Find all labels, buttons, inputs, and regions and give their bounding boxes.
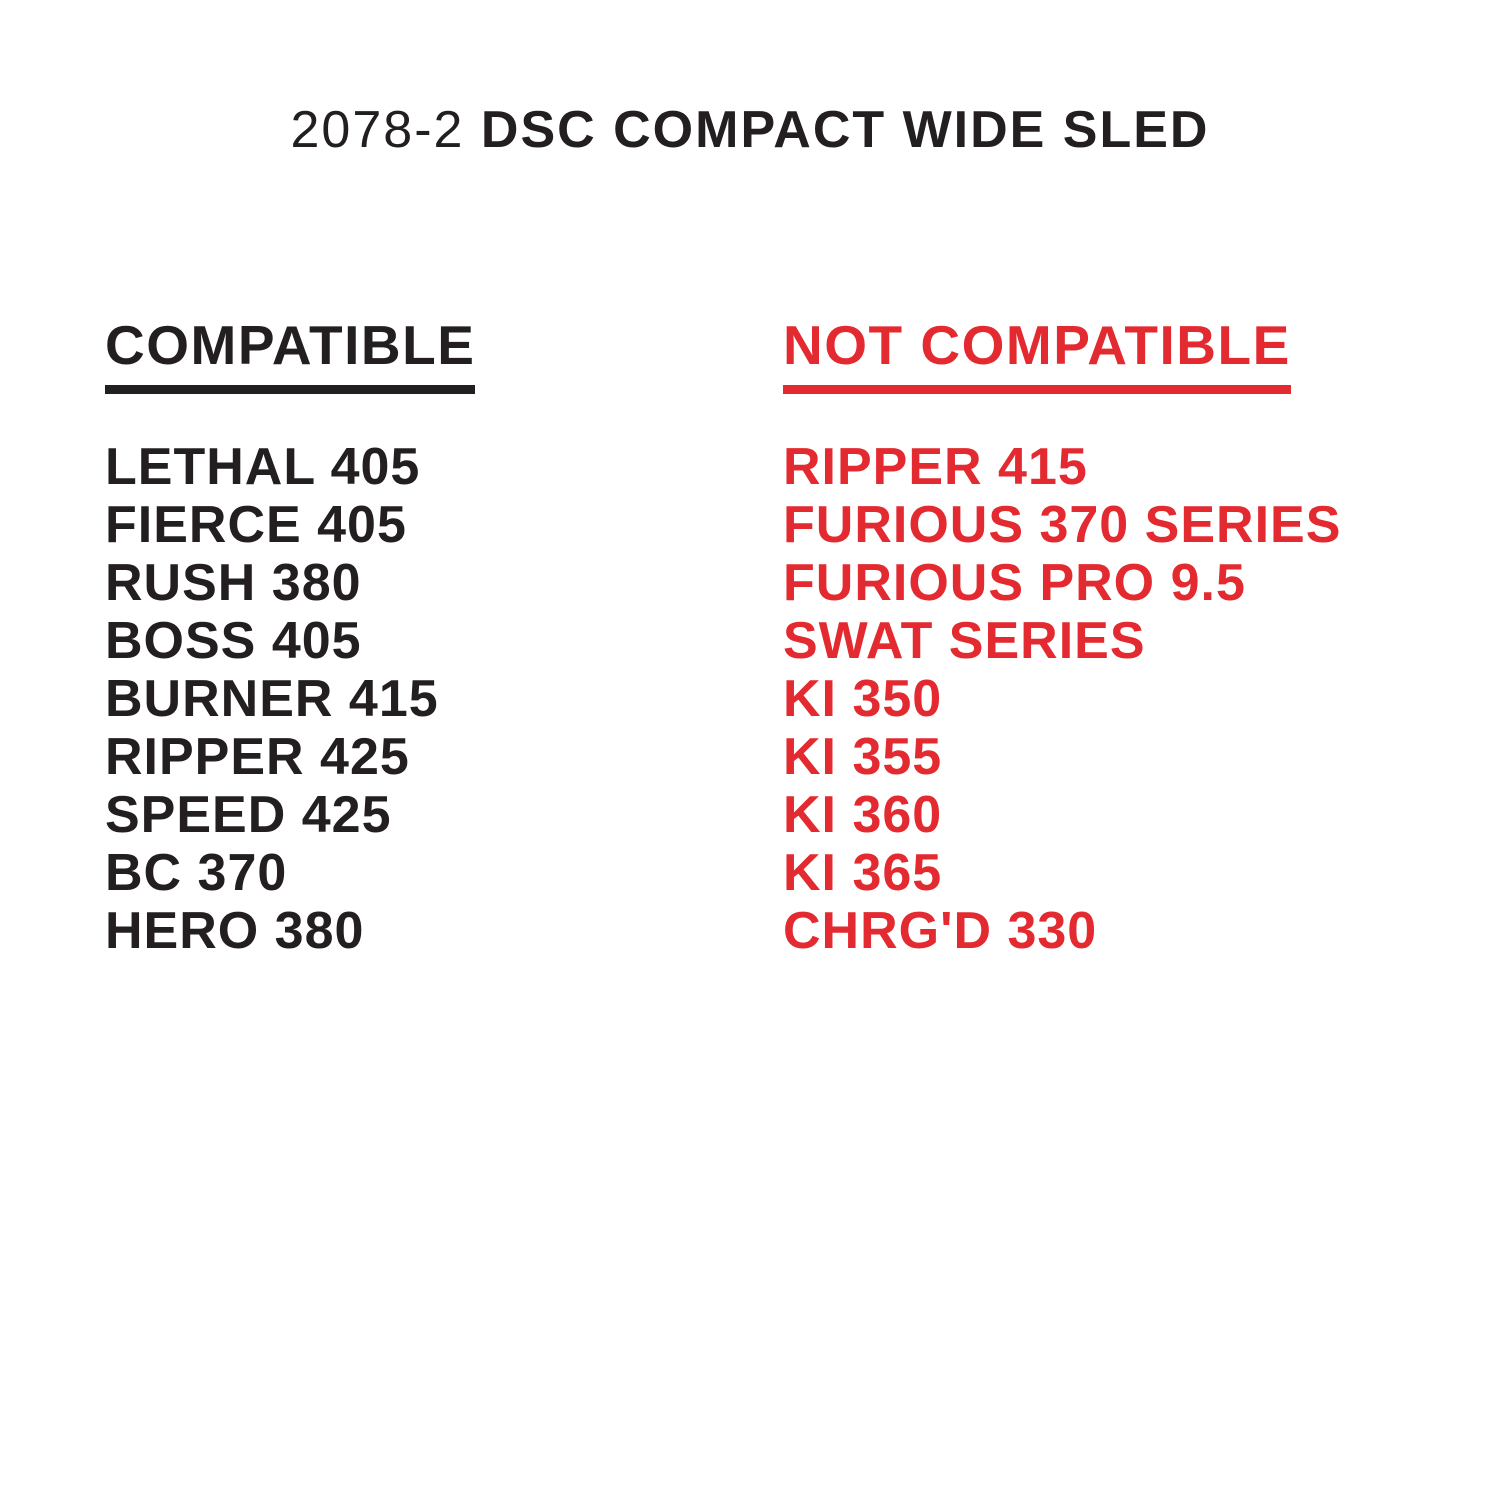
not-compatible-column: NOT COMPATIBLE RIPPER 415 FURIOUS 370 SE… (783, 318, 1341, 960)
list-item: FURIOUS PRO 9.5 (783, 554, 1246, 612)
list-item: KI 355 (783, 728, 943, 786)
list-item: KI 365 (783, 844, 943, 902)
list-item: HERO 380 (105, 902, 365, 960)
list-item: FURIOUS 370 SERIES (783, 496, 1342, 554)
not-compatible-list: RIPPER 415 FURIOUS 370 SERIES FURIOUS PR… (783, 438, 1341, 960)
list-item: BC 370 (105, 844, 288, 902)
not-compatible-header: NOT COMPATIBLE (783, 318, 1291, 394)
list-item: BURNER 415 (105, 670, 439, 728)
list-item: RIPPER 425 (105, 728, 410, 786)
list-item: LETHAL 405 (105, 438, 421, 496)
list-item: FIERCE 405 (105, 496, 407, 554)
product-model-number: 2078-2 (290, 101, 465, 159)
list-item: CHRG'D 330 (783, 902, 1098, 960)
page-title: 2078-2 DSC COMPACT WIDE SLED (0, 102, 1500, 158)
list-item: RIPPER 415 (783, 438, 1088, 496)
list-item: KI 350 (783, 670, 943, 728)
list-item: SPEED 425 (105, 786, 392, 844)
list-item: BOSS 405 (105, 612, 362, 670)
list-item: SWAT SERIES (783, 612, 1146, 670)
list-item: KI 360 (783, 786, 943, 844)
list-item: RUSH 380 (105, 554, 362, 612)
compatible-header: COMPATIBLE (105, 318, 476, 394)
compatible-list: LETHAL 405 FIERCE 405 RUSH 380 BOSS 405 … (105, 438, 475, 960)
product-name: DSC COMPACT WIDE SLED (480, 101, 1210, 159)
compatible-column: COMPATIBLE LETHAL 405 FIERCE 405 RUSH 38… (105, 318, 476, 960)
